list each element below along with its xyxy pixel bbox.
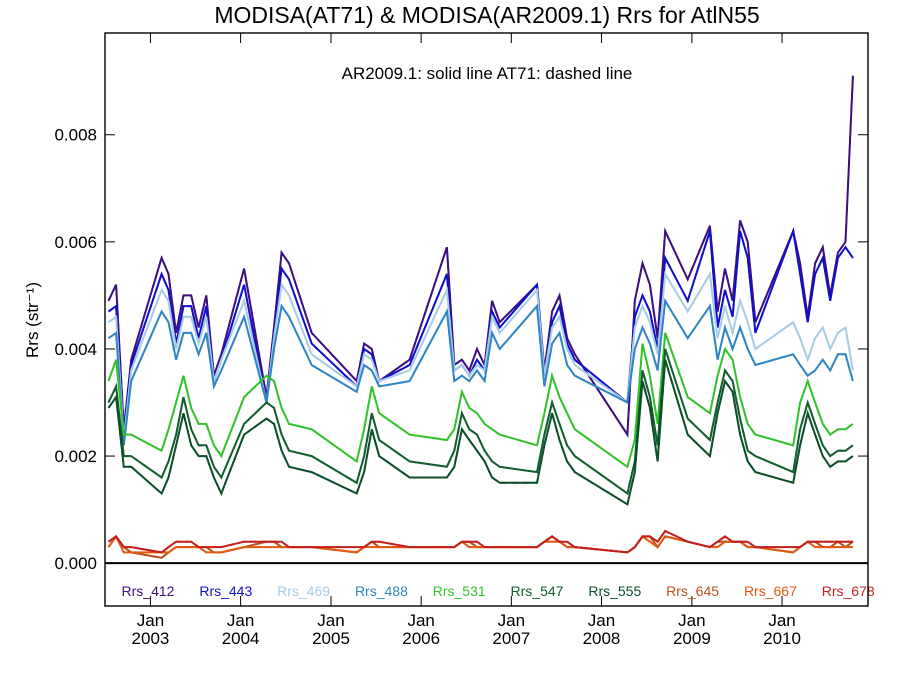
chart-subtitle: AR2009.1: solid line AT71: dashed line (342, 64, 633, 83)
x-tick-year-label: 2005 (312, 629, 350, 648)
legend-item-rrs-412: Rrs_412 (122, 583, 175, 599)
x-tick-month-label: Jan (678, 611, 705, 630)
legend-item-rrs-443: Rrs_443 (199, 583, 252, 599)
legend-item-rrs-488: Rrs_488 (355, 583, 408, 599)
series-layer (107, 75, 854, 559)
y-tick-label: 0.002 (54, 447, 97, 466)
y-tick-label: 0.000 (54, 554, 97, 573)
x-tick-month-label: Jan (317, 611, 344, 630)
y-tick-label: 0.004 (54, 340, 97, 359)
x-tick-month-label: Jan (768, 611, 795, 630)
series-line-rrs-412 (107, 75, 854, 438)
x-tick-year-label: 2008 (583, 629, 621, 648)
x-tick-month-label: Jan (137, 611, 164, 630)
x-tick-month-label: Jan (227, 611, 254, 630)
y-axis-label: Rrs (str⁻¹) (23, 282, 42, 358)
series-line-rrs-488 (107, 297, 854, 446)
x-tick-year-label: 2006 (402, 629, 440, 648)
axis-layer: 0.0000.0020.0040.0060.008Jan2003Jan2004J… (54, 33, 868, 648)
x-tick-year-label: 2010 (763, 629, 801, 648)
series-line-rrs-412-at71 (107, 75, 854, 438)
chart-title: MODISA(AT71) & MODISA(AR2009.1) Rrs for … (214, 2, 759, 28)
series-line-rrs-547 (107, 348, 854, 496)
legend-item-rrs-555: Rrs_555 (588, 583, 641, 599)
y-tick-label: 0.008 (54, 126, 97, 145)
series-line-rrs-555 (107, 359, 854, 506)
legend-item-rrs-645: Rrs_645 (666, 583, 719, 599)
x-tick-year-label: 2004 (222, 629, 260, 648)
x-tick-year-label: 2007 (492, 629, 530, 648)
legend-item-rrs-547: Rrs_547 (511, 583, 564, 599)
x-tick-month-label: Jan (588, 611, 615, 630)
plot-frame (104, 32, 869, 607)
series-line-rrs-555-at71 (107, 359, 854, 506)
series-line-rrs-443 (107, 227, 854, 435)
series-line-rrs-678 (107, 529, 853, 554)
x-tick-month-label: Jan (498, 611, 525, 630)
legend-item-rrs-469: Rrs_469 (277, 583, 330, 599)
legend-item-rrs-678: Rrs_678 (822, 583, 875, 599)
y-tick-label: 0.006 (54, 233, 97, 252)
series-line-rrs-469 (107, 270, 854, 441)
legend-item-rrs-667: Rrs_667 (744, 583, 797, 599)
legend: Rrs_412 Rrs_443 Rrs_469 Rrs_488 Rrs_531 Rrs_5… (122, 583, 875, 599)
x-tick-month-label: Jan (407, 611, 434, 630)
legend-item-rrs-531: Rrs_531 (433, 583, 486, 599)
x-tick-year-label: 2003 (132, 629, 170, 648)
x-tick-year-label: 2009 (673, 629, 711, 648)
series-line-rrs-531 (107, 332, 854, 469)
